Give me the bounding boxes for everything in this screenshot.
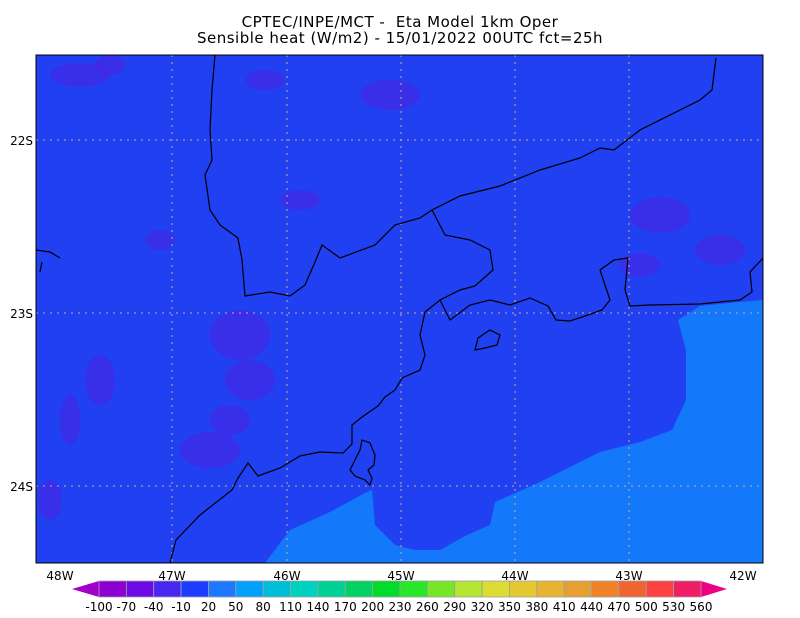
colorbar-box — [591, 580, 620, 598]
lat-label: 23S — [10, 307, 33, 321]
colorbar-label: 20 — [201, 600, 216, 614]
colorbar-label: 320 — [471, 600, 494, 614]
colorbar-label: 290 — [443, 600, 466, 614]
colorbar-under-arrow — [72, 581, 99, 597]
colorbar-box — [125, 580, 155, 598]
colorbar-label: 560 — [690, 600, 713, 614]
patch — [85, 355, 115, 405]
colorbar-label: 380 — [525, 600, 548, 614]
colorbar-label: 140 — [306, 600, 329, 614]
colorbar-box — [563, 580, 592, 598]
colorbar-label: 350 — [498, 600, 521, 614]
colorbar-label: 440 — [580, 600, 603, 614]
patch — [145, 230, 175, 250]
colorbar-box — [372, 580, 401, 598]
colorbar-box — [290, 580, 319, 598]
island — [349, 439, 376, 487]
patch — [60, 395, 80, 445]
patch — [50, 63, 110, 87]
colorbar-box — [673, 580, 702, 598]
grid-lines — [36, 55, 763, 563]
state-border-west — [35, 249, 61, 273]
colorbar-label: 530 — [662, 600, 685, 614]
colorbar-label: 170 — [334, 600, 357, 614]
lat-label: 22S — [10, 134, 33, 148]
patch — [95, 55, 125, 75]
lon-label: 44W — [501, 569, 528, 583]
patch — [38, 480, 62, 520]
state-border-mg-rj — [431, 209, 494, 301]
bay-island — [474, 329, 501, 351]
colorbar-label: -100 — [85, 600, 112, 614]
lat-label: 24S — [10, 480, 33, 494]
colorbar-box — [180, 580, 209, 598]
colorbar-box — [153, 580, 182, 598]
colorbar-box — [98, 580, 127, 598]
patch — [630, 197, 690, 233]
colorbar-label: -10 — [171, 600, 191, 614]
colorbar-box — [344, 580, 374, 598]
purple-patches — [38, 55, 745, 520]
colorbar-box — [481, 580, 510, 598]
colorbar-over-arrow — [701, 581, 727, 597]
patch — [280, 190, 320, 210]
ocean-field — [265, 300, 763, 563]
colorbar-label: 200 — [361, 600, 384, 614]
colorbar-box — [235, 580, 264, 598]
patch — [245, 70, 285, 90]
patch — [225, 360, 275, 400]
lon-label: 46W — [273, 569, 300, 583]
patch — [210, 405, 250, 435]
colorbar-label: 410 — [553, 600, 576, 614]
patch — [695, 235, 745, 265]
lon-label: 43W — [615, 569, 642, 583]
lon-label: 47W — [158, 569, 185, 583]
boundaries — [35, 54, 764, 564]
colorbar-box — [262, 580, 291, 598]
title-line-2: Sensible heat (W/m2) - 15/01/2022 00UTC … — [196, 29, 604, 47]
colorbar-label: -40 — [144, 600, 164, 614]
colorbar: -100 -70 -40 -10 20 50 80 110 140 170 200 230 260 290… — [72, 580, 727, 614]
map-frame — [35, 54, 764, 564]
colorbar-label: 80 — [256, 600, 271, 614]
patch — [620, 253, 660, 277]
colorbar-label: 50 — [228, 600, 243, 614]
colorbar-label: -70 — [117, 600, 137, 614]
lon-label: 45W — [387, 569, 414, 583]
colorbar-box — [399, 580, 428, 598]
state-border-sp-mg — [204, 54, 717, 297]
lon-label: 48W — [46, 569, 73, 583]
colorbar-box — [618, 580, 647, 598]
colorbar-box — [536, 580, 565, 598]
colorbar-label: 110 — [279, 600, 302, 614]
patch — [180, 432, 240, 468]
colorbar-box — [645, 580, 675, 598]
colorbar-label: 260 — [416, 600, 439, 614]
colorbar-box — [426, 580, 456, 598]
colorbar-label: 230 — [389, 600, 412, 614]
colorbar-box — [317, 580, 346, 598]
title-line-1: CPTEC/INPE/MCT - Eta Model 1km Oper — [241, 13, 559, 31]
colorbar-label: 470 — [607, 600, 630, 614]
lon-label: 42W — [729, 569, 756, 583]
colorbar-box — [454, 580, 483, 598]
colorbar-box — [509, 580, 538, 598]
colorbar-label: 500 — [635, 600, 658, 614]
colorbar-box — [208, 580, 237, 598]
patch — [210, 310, 270, 360]
coastline — [169, 257, 764, 564]
patch — [360, 80, 420, 110]
